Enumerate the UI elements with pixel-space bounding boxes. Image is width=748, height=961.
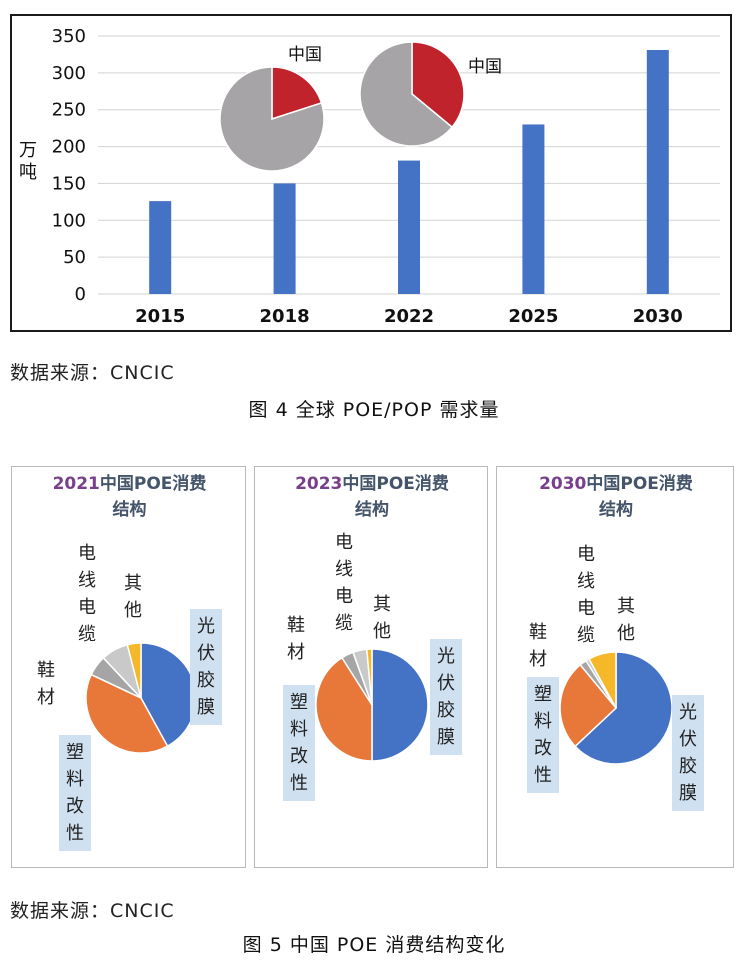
y-tick-label: 100 [52, 210, 86, 231]
figure5-caption: 图 5 中国 POE 消费结构变化 [242, 934, 506, 956]
label-plastic-mod: 塑料改性 [527, 677, 559, 793]
figure4-chart-frame: 0 50 100 150 200 250 300 350 2015 2018 2022 2025 203… [10, 14, 732, 332]
y-tick-label: 300 [52, 63, 86, 84]
bar-2025 [522, 124, 545, 294]
inset-pie-label: 中国 [468, 57, 502, 77]
label-wire: 电线电缆 [76, 540, 98, 648]
y-tick-label: 250 [52, 100, 86, 121]
pie-slice-1 [559, 663, 618, 748]
y-axis-title-text: 万吨 [19, 140, 37, 183]
label-wire: 电线电缆 [575, 541, 597, 649]
figure4-bar-chart: 0 50 100 150 200 250 300 350 2015 2018 2022 2025 203… [52, 26, 720, 327]
pie-chart-2030 [559, 651, 673, 765]
label-pv-film-text: 光伏胶膜 [437, 646, 455, 748]
pie-panel-2023: 2023中国POE消费 结构 光伏胶膜 塑料改性 鞋材 电线电缆 其他 [254, 466, 488, 868]
y-tick-label: 350 [52, 26, 86, 47]
label-other-text: 其他 [373, 594, 391, 642]
inset-pie-rest-slice [219, 66, 325, 172]
x-tick-label: 2018 [260, 306, 310, 327]
inset-pie-label: 中国 [288, 45, 322, 65]
label-pv-film-text: 光伏胶膜 [197, 616, 215, 718]
pie-slice-4 [126, 642, 142, 699]
figure5-source: 数据来源：CNCIC [10, 900, 175, 922]
label-plastic-mod: 塑料改性 [59, 735, 91, 851]
label-shoe: 鞋材 [285, 612, 307, 666]
x-tick-label: 2025 [508, 306, 558, 327]
label-shoe: 鞋材 [35, 657, 57, 711]
pie-title-2021: 2021中国POE消费 结构 [12, 471, 247, 523]
label-wire-text: 电线电缆 [335, 532, 353, 634]
x-tick-label: 2030 [633, 306, 683, 327]
label-shoe-text: 鞋材 [529, 622, 547, 670]
y-tick-label: 50 [63, 247, 86, 268]
inset-pie-rest-slice [359, 41, 454, 147]
pie-slice-4 [588, 651, 617, 709]
pie-slice-1 [85, 673, 169, 754]
label-plastic-mod-text: 塑料改性 [290, 692, 308, 794]
pie-title-line1: 中国POE消费 [99, 474, 207, 494]
pie-slice-0 [371, 648, 429, 762]
y-tick-label: 200 [52, 137, 86, 158]
label-plastic-mod: 塑料改性 [283, 685, 315, 801]
pie-title-year: 2023 [295, 474, 343, 494]
pie-title-line2: 结构 [355, 500, 389, 520]
label-pv-film-text: 光伏胶膜 [679, 702, 697, 804]
pie-title-2030: 2030中国POE消费 结构 [497, 471, 735, 523]
pie-title-line1: 中国POE消费 [342, 474, 449, 494]
y-tick-label: 0 [75, 284, 86, 305]
label-other: 其他 [122, 570, 144, 624]
label-shoe: 鞋材 [527, 619, 549, 673]
pie-title-line2: 结构 [599, 500, 633, 520]
pie-title-line1: 中国POE消费 [586, 474, 693, 494]
label-other-text: 其他 [617, 596, 635, 644]
label-pv-film: 光伏胶膜 [430, 639, 462, 755]
bar-2018 [273, 183, 296, 294]
label-wire: 电线电缆 [333, 529, 355, 637]
inset-pie-china-slice [411, 41, 465, 129]
x-tick-label: 2015 [135, 306, 185, 327]
bar-2030 [646, 50, 669, 295]
pie-title-year: 2021 [52, 474, 100, 494]
label-other: 其他 [371, 591, 393, 645]
figure4-caption: 图 4 全球 POE/POP 需求量 [248, 399, 500, 421]
y-axis-title: 万吨 [18, 140, 38, 184]
label-plastic-mod-text: 塑料改性 [534, 684, 552, 786]
pie-title-year: 2030 [539, 474, 587, 494]
label-shoe-text: 鞋材 [37, 660, 55, 708]
label-other-text: 其他 [124, 573, 142, 621]
pie-title-line2: 结构 [112, 500, 147, 520]
label-plastic-mod-text: 塑料改性 [66, 742, 84, 844]
pie-slice-4 [365, 648, 373, 706]
pie-chart-2023 [315, 648, 429, 762]
label-pv-film: 光伏胶膜 [672, 695, 704, 811]
pie-panel-2021: 2021中国POE消费 结构 光伏胶膜 塑料改性 鞋材 电线电缆 其他 [11, 466, 246, 868]
pie-panel-2030: 2030中国POE消费 结构 光伏胶膜 塑料改性 鞋材 电线电缆 其他 [496, 466, 734, 868]
pie-slice-0 [574, 651, 673, 765]
x-tick-label: 2022 [384, 306, 434, 327]
bar-2022 [398, 160, 420, 294]
label-pv-film: 光伏胶膜 [190, 609, 222, 725]
bar-2015 [149, 201, 172, 294]
inset-pie-china-slice [271, 66, 323, 121]
figure4-source: 数据来源：CNCIC [10, 362, 175, 384]
y-tick-label: 150 [52, 173, 86, 194]
label-wire-text: 电线电缆 [577, 544, 595, 646]
label-other: 其他 [615, 593, 637, 647]
label-shoe-text: 鞋材 [287, 615, 305, 663]
pie-title-2023: 2023中国POE消费 结构 [255, 471, 489, 523]
label-wire-text: 电线电缆 [78, 543, 96, 645]
